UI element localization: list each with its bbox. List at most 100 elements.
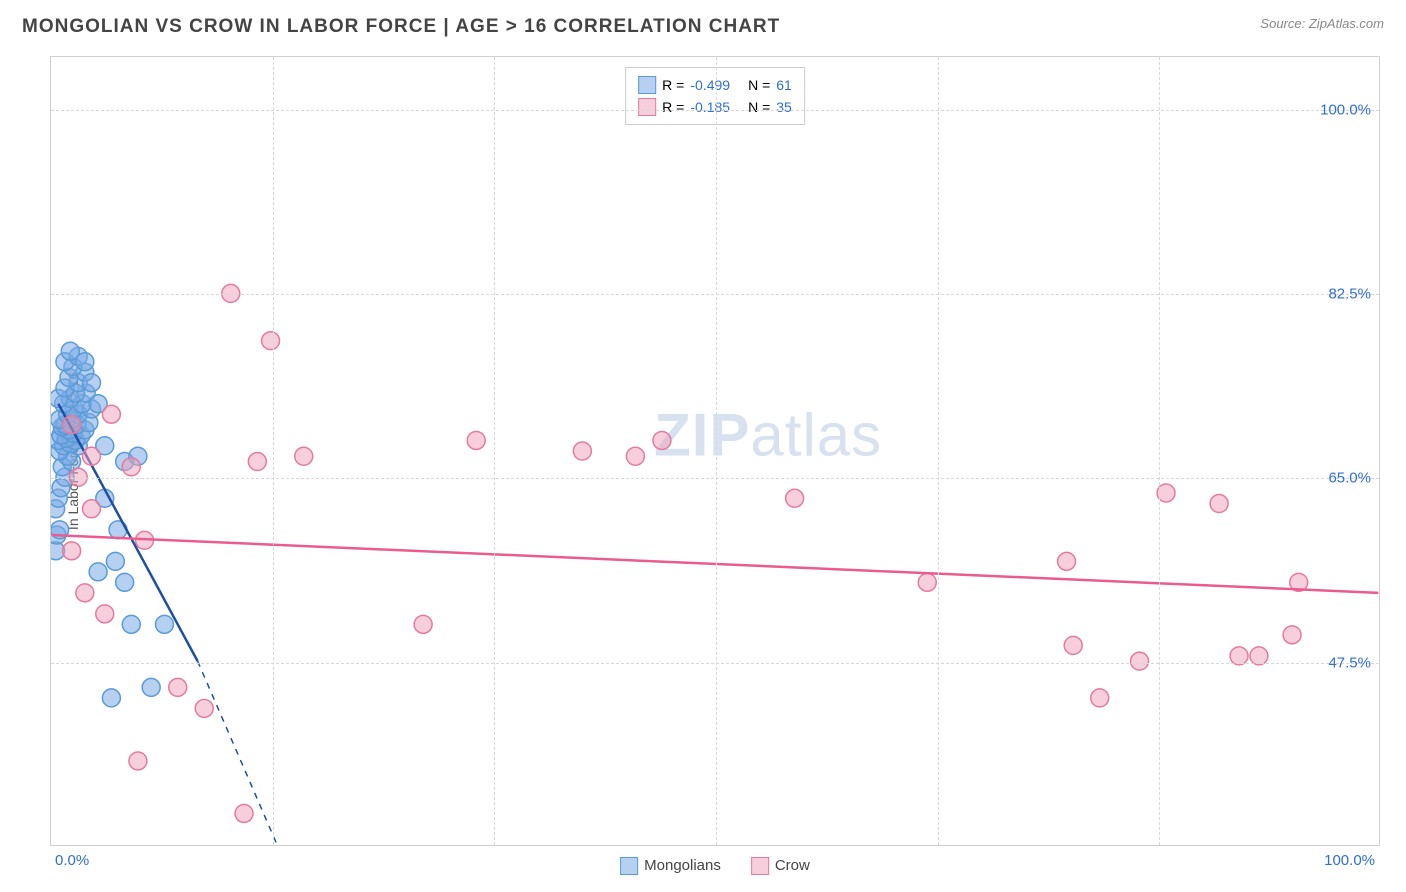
scatter-point xyxy=(122,615,140,633)
legend-R-value-0: -0.499 xyxy=(690,77,730,93)
scatter-point xyxy=(1210,495,1228,513)
legend-N-value-0: 61 xyxy=(776,77,792,93)
legend-swatch-0 xyxy=(638,76,656,94)
scatter-point xyxy=(262,332,280,350)
scatter-point xyxy=(80,414,98,432)
scatter-point xyxy=(96,489,114,507)
legend-series-label-0: Mongolians xyxy=(644,857,721,874)
scatter-point xyxy=(76,584,94,602)
watermark-main: ZIP xyxy=(654,402,750,469)
y-axis-title: In Labor Force | Age > 16 xyxy=(65,372,81,530)
scatter-point xyxy=(248,453,266,471)
scatter-point xyxy=(116,573,134,591)
scatter-point xyxy=(1091,689,1109,707)
x-tick-label-min: 0.0% xyxy=(55,852,89,869)
legend-series-item-1: Crow xyxy=(751,857,810,875)
scatter-point xyxy=(83,447,101,465)
plot-svg xyxy=(51,57,1379,845)
scatter-point xyxy=(467,432,485,450)
x-gridline xyxy=(273,57,274,845)
x-gridline xyxy=(494,57,495,845)
y-gridline xyxy=(51,110,1379,111)
trend-line-extrapolated xyxy=(198,661,278,845)
legend-R-label-0: R = xyxy=(662,77,684,93)
y-gridline xyxy=(51,478,1379,479)
chart-title: MONGOLIAN VS CROW IN LABOR FORCE | AGE >… xyxy=(22,16,780,38)
scatter-point xyxy=(786,489,804,507)
header-bar: MONGOLIAN VS CROW IN LABOR FORCE | AGE >… xyxy=(22,16,1384,38)
scatter-point xyxy=(83,500,101,518)
scatter-point xyxy=(116,453,134,471)
scatter-point xyxy=(122,458,140,476)
legend-series-box: Mongolians Crow xyxy=(620,857,810,875)
source-credit: Source: ZipAtlas.com xyxy=(1260,16,1384,31)
scatter-point xyxy=(69,347,87,365)
legend-series-swatch-0 xyxy=(620,857,638,875)
legend-series-label-1: Crow xyxy=(775,857,810,874)
scatter-point xyxy=(626,447,644,465)
source-value: ZipAtlas.com xyxy=(1309,16,1384,31)
y-gridline xyxy=(51,294,1379,295)
legend-swatch-1 xyxy=(638,98,656,116)
scatter-point xyxy=(102,405,120,423)
scatter-point xyxy=(653,432,671,450)
y-tick-label: 82.5% xyxy=(1328,286,1371,303)
scatter-point xyxy=(96,437,114,455)
legend-series-item-0: Mongolians xyxy=(620,857,721,875)
scatter-point xyxy=(76,353,94,371)
legend-R-value-1: -0.185 xyxy=(690,99,730,115)
scatter-point xyxy=(1131,652,1149,670)
scatter-point xyxy=(106,552,124,570)
scatter-point xyxy=(1058,552,1076,570)
scatter-point xyxy=(89,395,107,413)
scatter-point xyxy=(155,615,173,633)
scatter-point xyxy=(109,521,127,539)
y-gridline xyxy=(51,663,1379,664)
scatter-point xyxy=(573,442,591,460)
watermark-logo: ZIPatlas xyxy=(654,401,882,470)
legend-R-label-1: R = xyxy=(662,99,684,115)
legend-N-label-1: N = xyxy=(748,99,770,115)
y-tick-label: 47.5% xyxy=(1328,654,1371,671)
scatter-point xyxy=(918,573,936,591)
scatter-point xyxy=(136,531,154,549)
scatter-point xyxy=(83,400,101,418)
scatter-point xyxy=(96,605,114,623)
y-tick-label: 65.0% xyxy=(1328,470,1371,487)
x-tick-label-max: 100.0% xyxy=(1324,852,1375,869)
scatter-point xyxy=(51,526,66,544)
scatter-point xyxy=(83,374,101,392)
scatter-point xyxy=(295,447,313,465)
scatter-point xyxy=(195,699,213,717)
plot-area: In Labor Force | Age > 16 ZIPatlas R = -… xyxy=(50,56,1380,846)
legend-stats-row-1: R = -0.185 N = 35 xyxy=(638,96,792,118)
scatter-point xyxy=(129,752,147,770)
y-tick-label: 100.0% xyxy=(1320,101,1371,118)
scatter-point xyxy=(1064,636,1082,654)
legend-series-swatch-1 xyxy=(751,857,769,875)
scatter-point xyxy=(1290,573,1308,591)
scatter-point xyxy=(129,447,147,465)
scatter-point xyxy=(1283,626,1301,644)
x-gridline xyxy=(716,57,717,845)
source-label: Source: xyxy=(1260,16,1305,31)
trend-line xyxy=(52,535,1379,593)
watermark-sub: atlas xyxy=(750,402,882,469)
legend-N-label-0: N = xyxy=(748,77,770,93)
scatter-point xyxy=(235,805,253,823)
scatter-point xyxy=(414,615,432,633)
scatter-point xyxy=(51,500,65,518)
scatter-point xyxy=(56,353,74,371)
legend-stats-row-0: R = -0.499 N = 61 xyxy=(638,74,792,96)
x-gridline xyxy=(938,57,939,845)
x-gridline xyxy=(1159,57,1160,845)
scatter-point xyxy=(102,689,120,707)
scatter-point xyxy=(89,563,107,581)
scatter-point xyxy=(51,542,65,560)
scatter-point xyxy=(169,678,187,696)
scatter-point xyxy=(142,678,160,696)
scatter-point xyxy=(63,542,81,560)
scatter-point xyxy=(61,342,79,360)
legend-stats-box: R = -0.499 N = 61 R = -0.185 N = 35 xyxy=(625,67,805,125)
legend-N-value-1: 35 xyxy=(776,99,792,115)
